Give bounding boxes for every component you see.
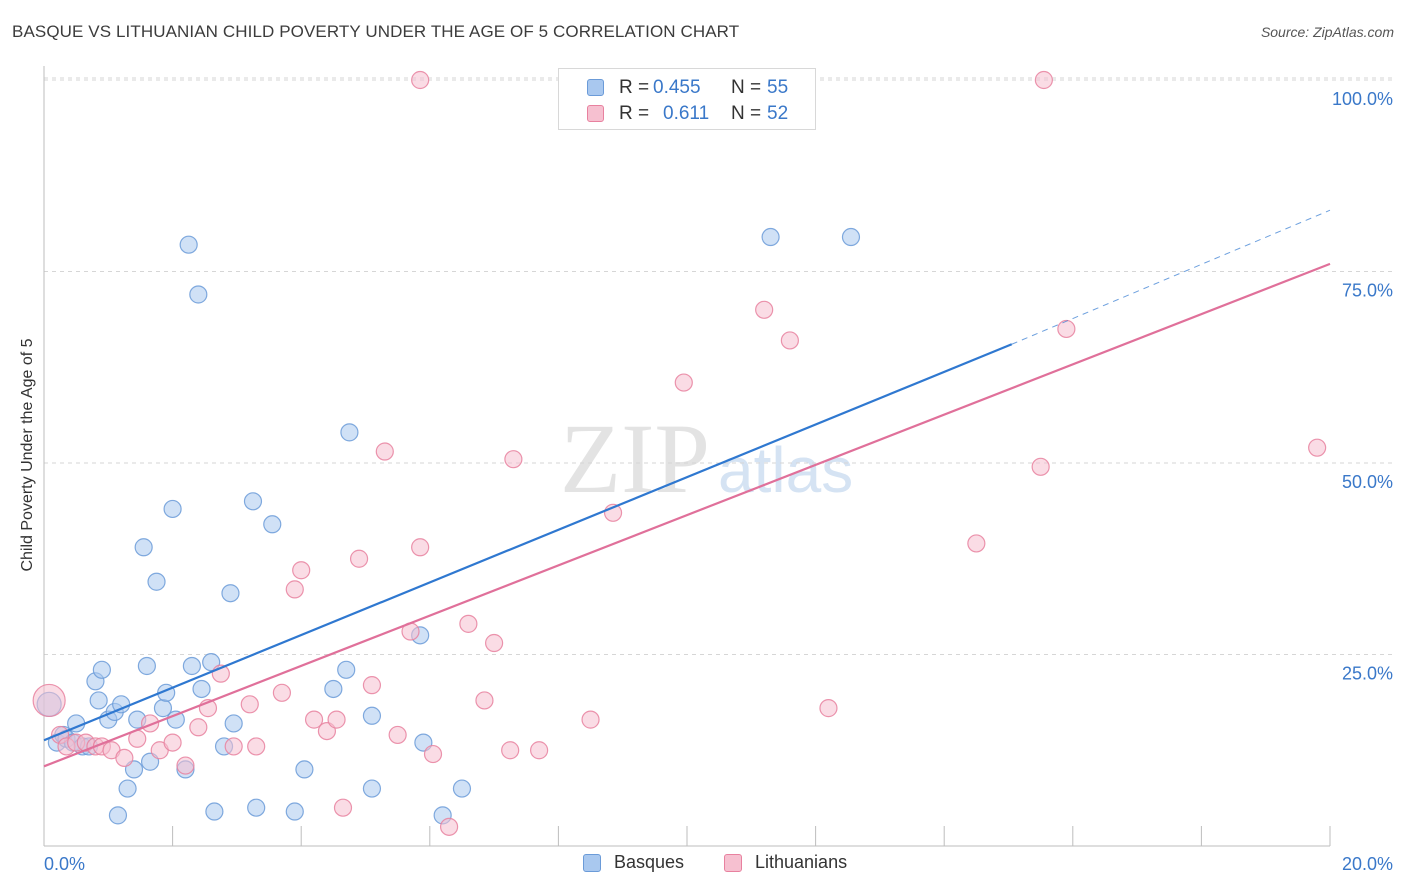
lithuanians-point bbox=[1057, 319, 1076, 339]
lithuanians-point bbox=[475, 691, 494, 710]
basques-point bbox=[205, 802, 224, 821]
basques-point bbox=[89, 691, 108, 710]
lithuanians-point bbox=[349, 549, 369, 568]
y-tick-label: 75.0% bbox=[1342, 281, 1393, 301]
basques-point bbox=[189, 285, 208, 304]
basques-point bbox=[92, 660, 111, 679]
lithuanians-point bbox=[1034, 70, 1053, 90]
series-legend: Basques Lithuanians bbox=[0, 852, 1406, 876]
legend-r-label: R = bbox=[619, 103, 650, 124]
basques-point bbox=[108, 806, 128, 825]
chart-title: BASQUE VS LITHUANIAN CHILD POVERTY UNDER… bbox=[12, 22, 740, 41]
basques-point bbox=[182, 656, 201, 676]
lithuanians-point bbox=[423, 744, 443, 764]
y-axis-label: Child Poverty Under the Age of 5 bbox=[19, 338, 36, 572]
legend-row-lithuanians: R = 0.611 N = 52 bbox=[559, 101, 815, 127]
lithuanians-point bbox=[755, 300, 774, 319]
basques-point bbox=[340, 423, 359, 442]
lithuanians-point bbox=[1031, 457, 1050, 476]
lithuanians-point bbox=[501, 741, 520, 760]
basques-point bbox=[147, 572, 166, 591]
basques-point bbox=[295, 760, 314, 779]
lithuanians-point bbox=[163, 733, 182, 752]
lithuanians-point bbox=[362, 676, 382, 695]
basques-point bbox=[118, 779, 137, 798]
basques-point bbox=[137, 656, 156, 676]
lithuanians-point bbox=[674, 373, 693, 392]
x-tick-label: 20.0% bbox=[1342, 854, 1393, 874]
legend-r-label: R = bbox=[619, 77, 650, 98]
lithuanians-point bbox=[304, 710, 324, 729]
basques-point bbox=[192, 679, 211, 699]
basques-legend-swatch bbox=[583, 854, 601, 872]
lithuanians-point bbox=[439, 817, 459, 836]
lithuanians-point bbox=[240, 695, 259, 714]
lithuanians-legend-label: Lithuanians bbox=[755, 852, 848, 872]
lithuanians-legend-swatch bbox=[724, 854, 742, 872]
legend-r-value: 0.455 bbox=[653, 77, 701, 98]
lithuanians-point bbox=[780, 331, 799, 350]
y-tick-label: 100.0% bbox=[1332, 89, 1393, 109]
lithuanians-point bbox=[375, 442, 394, 461]
lithuanians-point bbox=[581, 710, 600, 729]
lithuanians-point bbox=[411, 70, 430, 90]
lithuanians-point bbox=[285, 580, 304, 599]
basques-swatch bbox=[587, 79, 604, 96]
lithuanians-point bbox=[327, 710, 346, 729]
legend-row-basques: R = 0.455 N = 55 bbox=[559, 75, 815, 101]
basques-point bbox=[452, 779, 472, 798]
lithuanians-point bbox=[115, 748, 134, 768]
basques-point bbox=[221, 584, 240, 603]
lithuanians-point bbox=[411, 538, 430, 557]
correlation-legend: R = 0.455 N = 55 R = 0.611 N = 52 bbox=[558, 68, 816, 130]
basques-point bbox=[179, 235, 198, 254]
lithuanians-swatch bbox=[587, 105, 604, 122]
lithuanians-point bbox=[967, 534, 986, 553]
lithuanians-point bbox=[292, 561, 311, 580]
lithuanians-point bbox=[819, 699, 838, 718]
basques-point bbox=[841, 227, 861, 247]
basques-point bbox=[243, 492, 263, 511]
lithuanians-point bbox=[176, 756, 195, 775]
basques-point bbox=[362, 706, 382, 725]
lithuanians-trend-line bbox=[43, 262, 1331, 768]
legend-n-value: 55 bbox=[767, 77, 789, 98]
lithuanians-point bbox=[388, 725, 407, 745]
lithuanians-point bbox=[189, 718, 208, 737]
lithuanians-point bbox=[485, 633, 504, 653]
basques-point bbox=[247, 798, 266, 817]
legend-n-value: 52 bbox=[767, 103, 789, 124]
lithuanians-point bbox=[224, 737, 243, 756]
y-tick-label: 25.0% bbox=[1342, 664, 1393, 684]
basques-point bbox=[761, 227, 780, 247]
basques-point bbox=[263, 515, 282, 534]
basques-point bbox=[337, 660, 356, 679]
lithuanians-point bbox=[459, 614, 478, 633]
lithuanians-point bbox=[333, 798, 353, 817]
chart-source: Source: ZipAtlas.com bbox=[1260, 24, 1394, 40]
legend-n-label: N = bbox=[731, 77, 762, 98]
basques-point bbox=[285, 802, 304, 821]
lithuanians-point bbox=[247, 737, 266, 756]
basques-trend-extension bbox=[1011, 209, 1331, 345]
lithuanians-point bbox=[32, 683, 66, 718]
legend-r-value: 0.611 bbox=[663, 103, 710, 124]
watermark-zip: ZIP bbox=[560, 403, 710, 514]
lithuanians-point bbox=[504, 450, 523, 469]
basques-point bbox=[224, 714, 243, 733]
legend-n-label: N = bbox=[731, 103, 762, 124]
lithuanians-point bbox=[272, 683, 292, 702]
lithuanians-point bbox=[530, 741, 549, 760]
basques-point bbox=[324, 679, 343, 699]
basques-point bbox=[362, 779, 382, 798]
basques-point bbox=[134, 538, 153, 557]
basques-point bbox=[163, 499, 182, 519]
x-tick-label: 0.0% bbox=[44, 854, 85, 874]
y-tick-label: 50.0% bbox=[1342, 472, 1393, 492]
basques-legend-label: Basques bbox=[614, 852, 685, 872]
lithuanians-point bbox=[1308, 438, 1327, 457]
basques-trend-line bbox=[43, 343, 1013, 742]
